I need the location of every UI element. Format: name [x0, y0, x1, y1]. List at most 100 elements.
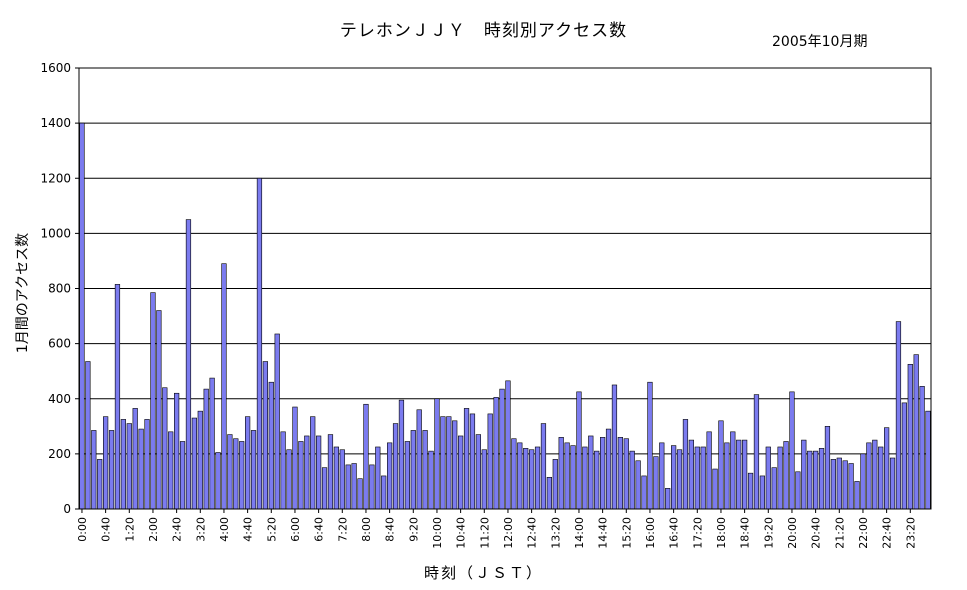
bar [363, 403, 369, 510]
bar [534, 446, 541, 510]
bar [221, 263, 227, 510]
bar [848, 463, 854, 510]
bar [162, 387, 168, 510]
bar [428, 450, 434, 510]
x-tick-label: 20:00 [786, 517, 799, 549]
bar [576, 391, 582, 510]
bar [617, 437, 623, 510]
y-tick-label: 0 [63, 502, 71, 516]
x-tick-label: 0:00 [76, 517, 89, 542]
bar [398, 399, 405, 510]
bar [836, 457, 842, 510]
bar [789, 391, 795, 510]
bar [381, 475, 387, 510]
bar [174, 392, 180, 510]
x-tick-label: 5:20 [265, 517, 278, 542]
bar [706, 431, 712, 510]
bar [493, 397, 499, 510]
bar [97, 459, 103, 510]
bar [736, 439, 742, 510]
bar [594, 450, 600, 510]
x-tick-label: 17:20 [691, 517, 704, 549]
bar [499, 388, 505, 510]
y-tick-label: 1400 [40, 116, 71, 130]
x-tick-label: 10:40 [455, 517, 468, 549]
bar [730, 431, 736, 510]
bar [582, 446, 588, 510]
bar [245, 416, 251, 510]
bar [765, 446, 771, 510]
bar [860, 453, 866, 510]
bar [629, 450, 635, 510]
bar [783, 441, 789, 510]
bar [79, 122, 85, 510]
bar [777, 446, 783, 510]
bar [387, 442, 393, 510]
bar [138, 428, 144, 510]
bar [878, 446, 884, 510]
bar [824, 426, 831, 510]
bar [215, 452, 221, 510]
bar [469, 413, 476, 510]
bar [700, 446, 706, 510]
bar [203, 388, 209, 510]
x-tick-label: 14:40 [597, 517, 610, 549]
bar [771, 467, 777, 510]
bar [369, 464, 375, 510]
bar [801, 439, 807, 510]
x-tick-label: 23:20 [904, 517, 917, 549]
bar [185, 219, 192, 510]
x-tick-label: 22:40 [881, 517, 894, 549]
bar [475, 434, 481, 510]
bar [842, 460, 848, 510]
bar [753, 394, 760, 510]
bar [298, 441, 304, 510]
x-tick-label: 8:40 [384, 517, 397, 542]
y-tick-label: 600 [48, 337, 71, 351]
x-tick-label: 0:40 [100, 517, 113, 542]
bar [647, 381, 653, 510]
bar [641, 475, 647, 510]
bar [919, 386, 925, 510]
bar [854, 481, 860, 510]
x-tick-label: 18:40 [739, 517, 752, 549]
bar [635, 460, 641, 510]
bar [895, 321, 902, 510]
bar [156, 310, 162, 510]
bar [375, 446, 381, 510]
bar [600, 437, 606, 510]
bar [747, 472, 754, 510]
bar [132, 408, 138, 510]
bar [239, 441, 245, 510]
bar [517, 442, 523, 510]
x-tick-label: 4:00 [218, 517, 231, 542]
bar [168, 431, 174, 510]
bar [150, 292, 156, 510]
x-tick-label: 3:20 [194, 517, 207, 542]
bar [179, 441, 186, 510]
bar [422, 430, 428, 510]
x-tick-label: 10:00 [431, 517, 444, 549]
bar [144, 419, 150, 510]
bar [925, 410, 931, 510]
x-tick-label: 20:40 [810, 517, 823, 549]
bar [889, 457, 896, 510]
gridlines [79, 122, 931, 455]
bar [316, 435, 322, 510]
bar [274, 333, 280, 510]
x-tick-label: 6:40 [313, 517, 326, 542]
bar [321, 467, 328, 510]
x-tick-label: 16:00 [644, 517, 657, 549]
y-tick-label: 1000 [40, 226, 71, 240]
bar [351, 463, 357, 510]
bar [114, 284, 121, 510]
bar [546, 476, 552, 510]
bar [795, 471, 801, 510]
y-tick-label: 200 [48, 447, 71, 461]
bar [505, 380, 511, 510]
x-axis-ticks: 0:00 0:40 1:20 2:00 2:40 3:20 4:00 4:40 5:20 6:00… [76, 509, 917, 549]
bar [440, 416, 446, 510]
x-tick-label: 15:20 [620, 517, 633, 549]
bar [404, 441, 410, 510]
